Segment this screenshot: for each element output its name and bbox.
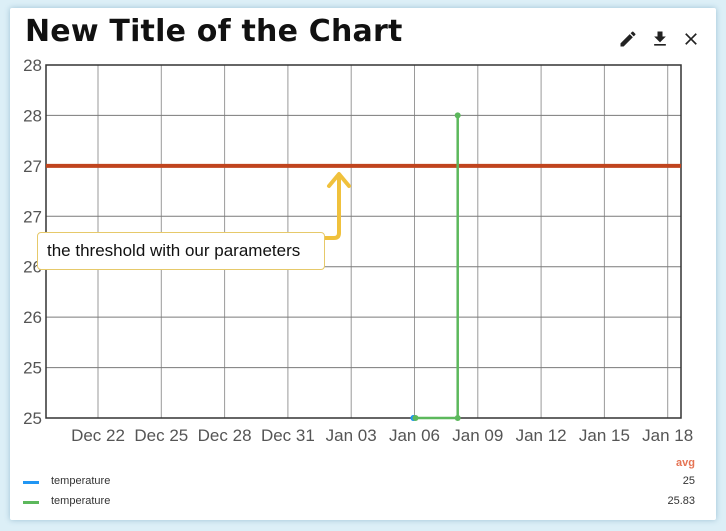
x-tick-label: Dec 22 — [71, 426, 125, 445]
annotation-arrow — [323, 176, 341, 240]
download-icon — [654, 31, 666, 46]
chart-title: New Title of the Chart — [25, 14, 403, 49]
data-point — [412, 415, 419, 421]
x-tick-label: Dec 28 — [198, 426, 252, 445]
threshold-annotation: the threshold with our parameters — [37, 232, 325, 270]
y-tick-label: 26 — [23, 308, 42, 327]
x-tick-label: Jan 06 — [389, 426, 440, 445]
legend-item-value: 25 — [682, 475, 695, 487]
legend-item-name: temperature — [51, 495, 111, 507]
close-icon — [685, 33, 697, 45]
download-button[interactable] — [649, 28, 671, 50]
y-tick-label: 28 — [23, 56, 42, 75]
x-tick-label: Dec 31 — [261, 426, 315, 445]
annotation-arrow-head — [327, 172, 351, 188]
x-tick-label: Jan 12 — [516, 426, 567, 445]
x-tick-label: Jan 03 — [326, 426, 377, 445]
x-tick-label: Dec 25 — [134, 426, 188, 445]
x-tick-label: Jan 09 — [452, 426, 503, 445]
y-tick-label: 25 — [23, 359, 42, 378]
data-point — [454, 112, 461, 119]
legend-item-name: temperature — [51, 475, 111, 487]
y-tick-label: 27 — [23, 157, 42, 176]
legend-stat-header: avg — [676, 457, 695, 469]
legend-swatch — [23, 501, 39, 504]
pencil-icon — [620, 31, 636, 47]
x-tick-label: Jan 18 — [642, 426, 693, 445]
edit-button[interactable] — [617, 28, 639, 50]
legend-item-value: 25.83 — [667, 495, 695, 507]
y-tick-label: 25 — [23, 409, 42, 428]
close-button[interactable] — [680, 28, 702, 50]
threshold-annotation-text: the threshold with our parameters — [47, 241, 301, 260]
legend-swatch — [23, 481, 39, 484]
x-tick-label: Jan 15 — [579, 426, 630, 445]
legend-item[interactable]: temperature 25.83 — [23, 494, 695, 510]
data-point — [454, 415, 461, 421]
y-tick-label: 28 — [23, 106, 42, 125]
legend-item[interactable]: temperature 25 — [23, 474, 695, 490]
y-tick-label: 27 — [23, 207, 42, 226]
